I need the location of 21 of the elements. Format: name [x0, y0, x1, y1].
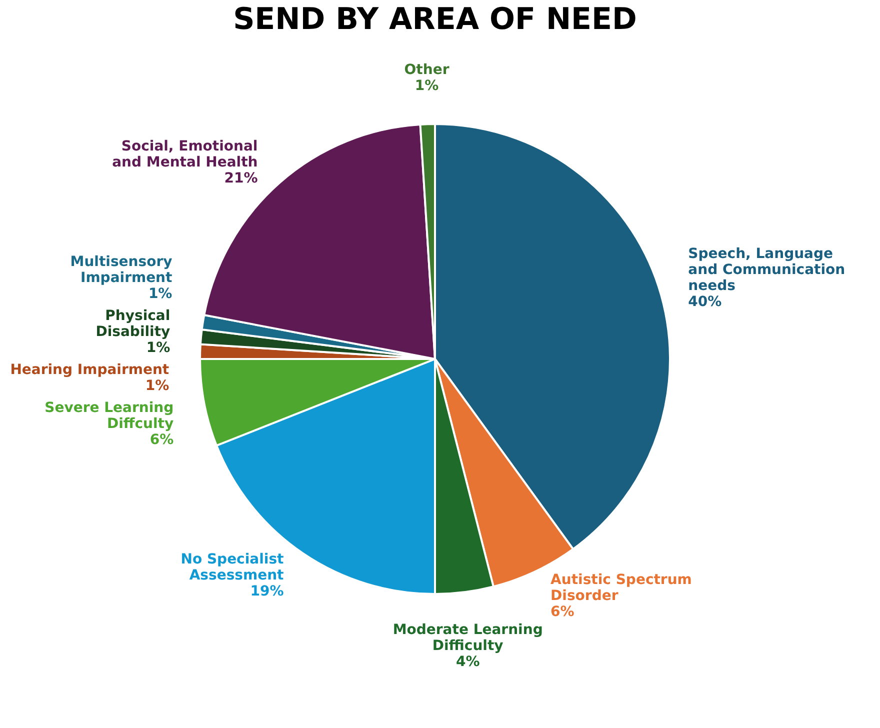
slice-label: Severe Learning Diffculty: [44, 400, 174, 432]
slice-label: Multisensory Impairment: [70, 254, 173, 286]
slice-label: Moderate Learning Difficulty: [392, 622, 543, 654]
data-label: 1%: [145, 378, 170, 394]
slice-label: Autistic Spectrum Disorder: [550, 572, 692, 604]
data-label: 4%: [456, 654, 480, 670]
data-label: 40%: [688, 294, 722, 310]
chart-title: SEND BY AREA OF NEED: [233, 2, 637, 37]
slice-label: No Specialist Assessment: [180, 552, 284, 584]
slice-label: Speech, Language and Communication needs: [688, 246, 846, 294]
data-label: 1%: [146, 340, 170, 356]
data-label: 1%: [414, 78, 439, 94]
slice-label: Social, Emotional and Mental Health: [112, 138, 258, 170]
data-label: 6%: [550, 604, 574, 620]
data-label: 21%: [224, 170, 258, 186]
data-label: 19%: [250, 584, 284, 600]
data-label: 1%: [148, 286, 172, 302]
slice-label: Hearing Impairment: [10, 362, 170, 378]
data-label: 6%: [150, 432, 174, 448]
slice-label: Other: [404, 62, 450, 78]
slice-label: Physical Disability: [96, 308, 170, 340]
